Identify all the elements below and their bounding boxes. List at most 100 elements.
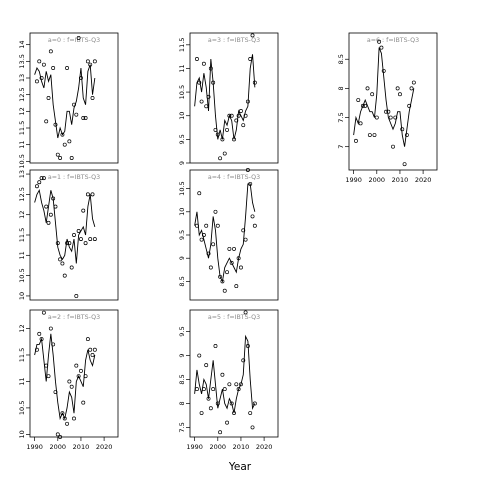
observation-point <box>241 123 246 128</box>
x-axis-title: Year <box>228 461 252 473</box>
observation-point <box>238 109 243 113</box>
observation-point <box>407 103 412 108</box>
panel-frame <box>348 32 438 171</box>
y-tick-label: 9 <box>178 353 186 357</box>
observation-point <box>353 138 358 143</box>
x-tick-label: 1990 <box>26 443 43 451</box>
observation-point <box>395 86 400 91</box>
observation-point <box>72 233 76 237</box>
observation-point <box>44 204 49 209</box>
observation-point <box>220 279 225 284</box>
observation-point <box>44 119 49 124</box>
observation-point <box>41 62 46 67</box>
y-tick-label: 13 <box>18 170 26 178</box>
observation-point <box>78 237 83 242</box>
x-tick-label: 2010 <box>392 176 409 184</box>
observation-point <box>213 209 218 214</box>
observation-point <box>53 122 58 127</box>
panel-a5: a=5 : f=IBTS-Q3 7.5 8 8.5 9 9.5 1990 2000 2010 20… <box>178 309 279 451</box>
observation-point <box>377 39 382 44</box>
observation-point <box>397 92 402 97</box>
observation-point <box>65 241 70 246</box>
panel-a2: a=2 : f=IBTS-Q3 10 10.5 11 11.5 12 1990 2000 201… <box>18 309 119 451</box>
y-tick-label: 14 <box>18 41 26 49</box>
panel-a3: a=3 : f=IBTS-Q3 9 9.5 10 10.5 11 11.5 <box>178 32 279 165</box>
observation-point <box>238 382 243 387</box>
observation-point <box>245 99 250 104</box>
observation-point <box>67 241 72 246</box>
observation-point <box>88 62 93 67</box>
y-tick-label: 12 <box>18 211 26 219</box>
observation-point <box>83 241 88 246</box>
observation-point <box>90 96 95 100</box>
observation-point <box>238 265 243 270</box>
observation-point <box>252 80 257 85</box>
observation-point <box>215 132 220 137</box>
observation-point <box>60 132 65 137</box>
observation-point <box>252 401 257 406</box>
observation-point <box>225 270 230 275</box>
y-tick-label: 11 <box>18 377 26 385</box>
y-tick-label: 8.5 <box>178 276 186 286</box>
observation-point <box>252 223 257 228</box>
observation-point <box>78 368 83 373</box>
x-tick-label: 1990 <box>345 176 362 184</box>
y-tick-label: 10.5 <box>178 85 186 99</box>
observation-point <box>370 92 375 97</box>
y-tick-label: 11 <box>18 141 26 149</box>
observation-point <box>204 223 209 228</box>
observation-point <box>234 284 239 289</box>
observation-point <box>201 61 206 66</box>
y-tick-label: 7 <box>337 145 345 149</box>
observation-point <box>74 293 79 298</box>
observation-point <box>229 260 234 265</box>
observation-point <box>211 242 216 247</box>
observation-point <box>92 347 97 352</box>
y-tick-label: 8 <box>337 86 345 90</box>
observation-point <box>229 401 234 406</box>
observation-point <box>208 406 213 411</box>
observation-point <box>62 142 67 147</box>
observation-point <box>90 353 95 357</box>
observation-point <box>363 103 368 108</box>
observation-point <box>211 387 216 392</box>
observation-point <box>215 223 220 228</box>
y-tick-label: 9 <box>178 256 186 260</box>
observation-point <box>90 192 95 197</box>
observation-point <box>248 57 253 61</box>
observation-point <box>225 127 230 132</box>
observation-point <box>393 115 398 120</box>
panel-label: a=5 : f=IBTS-Q3 <box>208 314 260 321</box>
observation-point <box>404 133 409 137</box>
observation-point <box>372 133 377 137</box>
observation-point <box>222 387 227 392</box>
y-tick-label: 11.5 <box>18 228 26 242</box>
y-tick-label: 11.5 <box>18 121 26 135</box>
x-tick-label: 1990 <box>186 443 203 451</box>
y-tick-label: 12.5 <box>18 187 26 201</box>
panel-label: a=2 : f=IBTS-Q3 <box>48 314 100 321</box>
observation-point <box>88 347 93 352</box>
observation-point <box>358 121 363 126</box>
observation-point <box>37 331 42 336</box>
fit-line <box>34 333 96 421</box>
observation-point <box>72 102 76 107</box>
observation-point <box>53 390 58 394</box>
y-tick-label: 10 <box>18 292 26 300</box>
observation-point <box>83 116 88 120</box>
y-tick-label: 11 <box>18 251 26 259</box>
observation-point <box>60 261 65 266</box>
observation-point <box>72 416 76 421</box>
observation-point <box>55 152 60 157</box>
panel-label: a=3 : f=IBTS-Q3 <box>208 37 260 44</box>
observation-point <box>218 430 223 435</box>
observation-point <box>386 109 391 114</box>
observation-point <box>227 113 232 118</box>
observation-point <box>51 342 56 347</box>
observation-point <box>67 139 72 144</box>
observation-point <box>58 156 63 160</box>
observation-point <box>218 274 223 279</box>
y-tick-label: 11 <box>178 64 186 72</box>
observation-point <box>232 411 236 415</box>
